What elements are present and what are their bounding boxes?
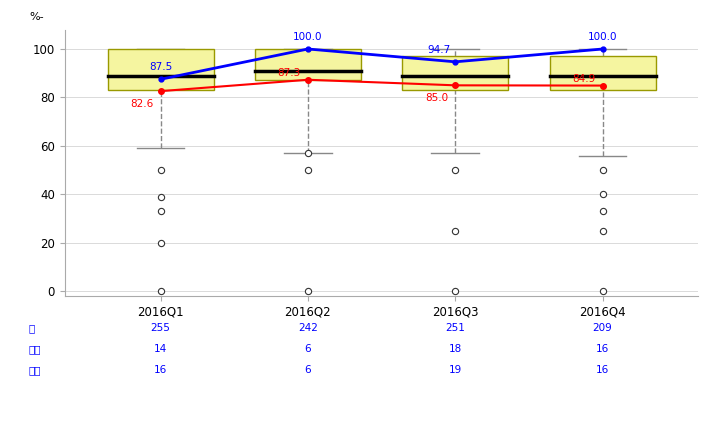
Text: 16: 16	[596, 365, 609, 375]
Text: 16: 16	[596, 344, 609, 354]
Text: 251: 251	[446, 323, 465, 333]
Text: 87.3: 87.3	[278, 68, 301, 78]
Bar	[107, 49, 214, 90]
Bar	[549, 56, 656, 90]
Text: 14: 14	[154, 344, 167, 354]
Text: 87.5: 87.5	[149, 62, 172, 72]
Text: 255: 255	[150, 323, 171, 333]
Text: 242: 242	[298, 323, 318, 333]
Text: 6: 6	[305, 344, 311, 354]
Text: 19: 19	[449, 365, 462, 375]
Text: 18: 18	[449, 344, 462, 354]
Text: 209: 209	[593, 323, 613, 333]
Text: 85.0: 85.0	[426, 93, 449, 103]
Text: ｎ: ｎ	[29, 323, 35, 333]
Text: 84.9: 84.9	[572, 74, 595, 84]
Text: 94.7: 94.7	[428, 45, 451, 55]
Text: 100.0: 100.0	[293, 32, 323, 42]
Y-axis label: %-: %-	[29, 11, 44, 22]
Text: 16: 16	[154, 365, 167, 375]
Text: 82.6: 82.6	[130, 99, 153, 109]
Text: 分母: 分母	[29, 365, 41, 375]
Bar	[402, 56, 508, 90]
Text: 100.0: 100.0	[588, 32, 617, 42]
Text: 分子: 分子	[29, 344, 41, 354]
Bar	[255, 49, 361, 80]
Text: 6: 6	[305, 365, 311, 375]
